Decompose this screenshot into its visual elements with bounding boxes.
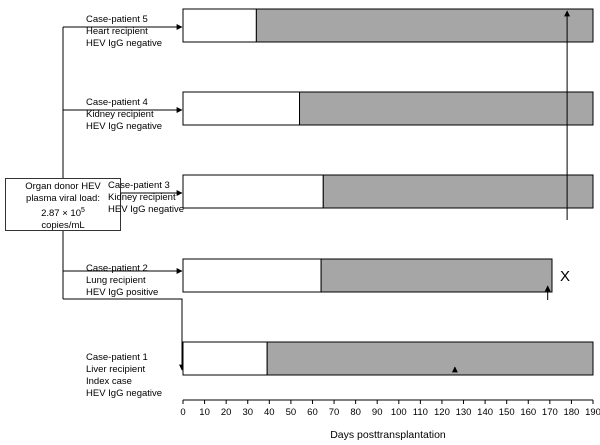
x-tick-label: 30 [242,407,253,418]
patient-title: Case-patient 2 [86,263,148,274]
x-tick-label: 150 [499,407,515,418]
patient-title: Case-patient 3 [108,180,170,191]
x-tick-label: 190 [585,407,600,418]
patient-detail: Kidney recipient [108,192,176,203]
bar-positive-period-1 [266,341,594,376]
patient-title: Case-patient 5 [86,14,148,25]
timeline-bars [182,8,594,376]
x-tick-label: 130 [456,407,472,418]
x-tick-label: 140 [477,407,493,418]
death-marker: X [560,268,570,285]
x-tick-label: 90 [372,407,383,418]
x-tick-label: 100 [391,407,407,418]
x-tick-label: 120 [434,407,450,418]
connector-lines [62,24,185,371]
x-axis-title: Days posttransplantation [330,429,446,441]
bar-negative-period-2 [182,258,322,293]
patient-detail: Lung recipient [86,275,146,286]
x-tick-label: 80 [350,407,361,418]
donor-line-3: 2.87 × 105 [6,205,120,220]
bar-positive-period-3 [322,174,594,209]
patient-detail: HEV IgG negative [108,204,184,215]
x-tick-label: 160 [520,407,536,418]
bar-positive-period-5 [255,8,594,43]
x-tick-label: 110 [413,407,428,418]
event-markers: X [451,10,571,373]
donor-line-4: copies/mL [41,220,85,232]
x-tick-label: 0 [180,407,185,418]
x-tick-label: 50 [286,407,297,418]
bar-negative-period-4 [182,91,301,126]
bar-negative-period-3 [182,174,324,209]
x-tick-label: 70 [329,407,340,418]
patient-detail: HEV IgG negative [86,121,162,132]
patient-detail: Liver recipient [86,364,145,375]
patient-detail: Heart recipient [86,26,148,37]
x-axis: 0 10 20 30 40 50 60 70 80 90 100 110 120 130 140 150 160… [180,399,600,441]
x-tick-label: 40 [264,407,275,418]
x-tick-label: 180 [563,407,579,418]
patient-detail: HEV IgG negative [86,38,162,49]
bar-positive-period-2 [320,258,553,293]
patient-detail: HEV IgG positive [86,287,158,298]
donor-line-2: plasma viral load: [26,193,100,204]
patient-title: Case-patient 1 [86,352,148,363]
viral-load-exponent: 5 [80,207,85,214]
patient-detail: HEV IgG negative [86,388,162,399]
connector-branch-1 [63,298,185,371]
donor-box: Organ donor HEV plasma viral load: 2.87 … [5,178,121,231]
bar-negative-period-5 [182,8,257,43]
x-tick-label: 20 [221,407,232,418]
x-tick-label: 10 [199,407,210,418]
bar-negative-period-1 [182,341,268,376]
x-tick-label: 60 [307,407,318,418]
patient-detail: Index case [86,376,132,387]
bar-positive-period-4 [299,91,594,126]
donor-line-1: Organ donor HEV [25,181,101,192]
x-tick-label: 170 [542,407,558,418]
patient-title: Case-patient 4 [86,97,148,108]
patient-detail: Kidney recipient [86,109,154,120]
viral-load-base: 2.87 × 10 [41,208,81,220]
